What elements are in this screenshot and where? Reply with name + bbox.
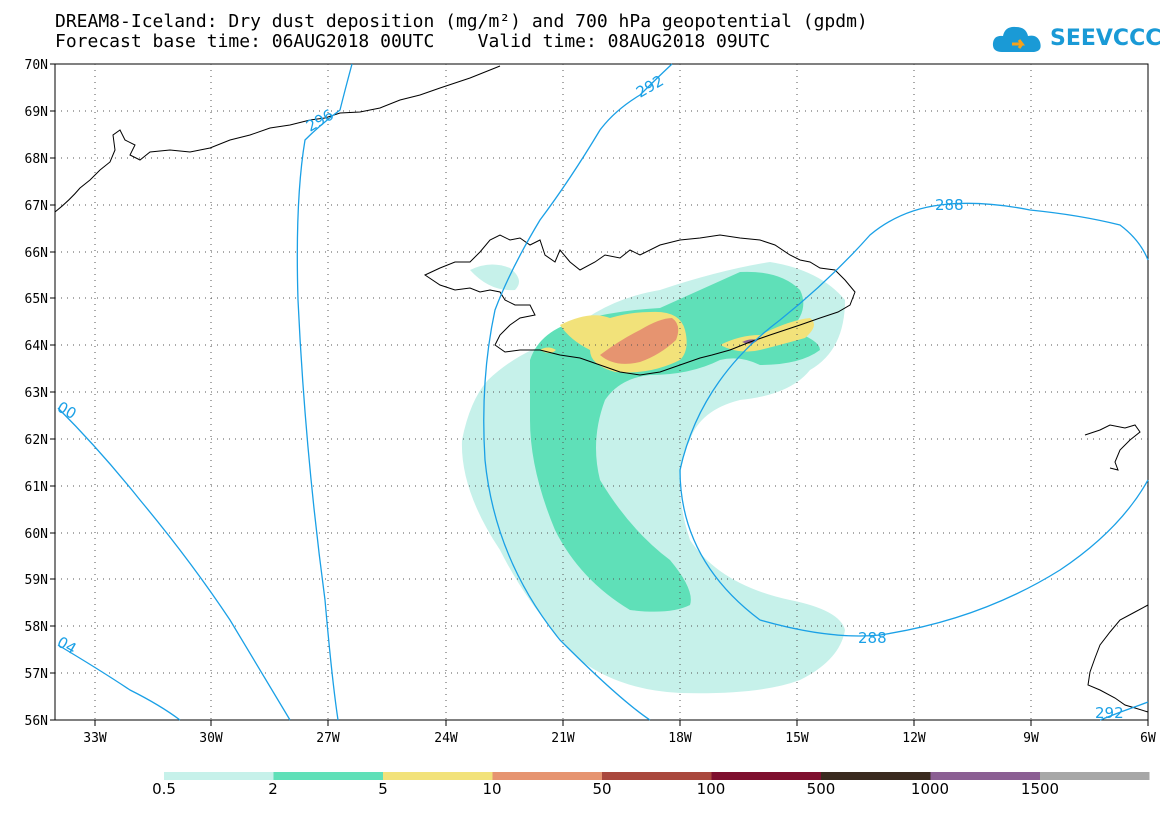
lon-label: 24W bbox=[434, 731, 458, 746]
contour-292-west bbox=[483, 63, 673, 721]
lat-label: 56N bbox=[25, 714, 48, 729]
lat-label: 66N bbox=[25, 246, 48, 261]
legend-label: 0.5 bbox=[152, 780, 176, 798]
lon-label: 6W bbox=[1140, 731, 1156, 746]
lon-label: 18W bbox=[668, 731, 692, 746]
lon-label: 9W bbox=[1023, 731, 1039, 746]
legend-swatch bbox=[492, 772, 602, 780]
legend-label: 1500 bbox=[1020, 780, 1060, 798]
dust-level-10 bbox=[600, 318, 679, 364]
coastlines bbox=[54, 65, 1149, 713]
legend-colorbar bbox=[164, 772, 1150, 780]
lat-label: 65N bbox=[25, 292, 48, 307]
lat-label: 60N bbox=[25, 527, 48, 542]
axis-ticks bbox=[50, 63, 1149, 726]
geopotential-contours bbox=[57, 63, 1149, 721]
lat-label: 64N bbox=[25, 339, 48, 354]
legend-swatch bbox=[602, 772, 712, 780]
legend-label: 2 bbox=[268, 780, 278, 798]
legend-swatch bbox=[711, 772, 821, 780]
lon-label: 21W bbox=[551, 731, 575, 746]
seevccc-logo: SEEVCCC bbox=[990, 20, 1162, 60]
legend-label: 1000 bbox=[910, 780, 950, 798]
lon-label: 30W bbox=[199, 731, 223, 746]
dust-deposition-field bbox=[461, 262, 845, 694]
lon-label: 15W bbox=[785, 731, 809, 746]
greenland-coast bbox=[54, 65, 501, 213]
lat-label: 70N bbox=[25, 58, 48, 73]
contour-label: 288 bbox=[935, 196, 964, 214]
lat-label: 68N bbox=[25, 152, 48, 167]
dust-level-5-east bbox=[720, 318, 814, 352]
legend-swatch bbox=[273, 772, 383, 780]
contour-288 bbox=[679, 202, 1149, 637]
graticule bbox=[55, 64, 1148, 720]
contour-304 bbox=[57, 644, 181, 721]
legend-label: 10 bbox=[482, 780, 502, 798]
contour-296 bbox=[296, 63, 353, 721]
legend-swatch bbox=[1040, 772, 1150, 780]
lat-label: 61N bbox=[25, 480, 48, 495]
cloud-logo-icon bbox=[992, 26, 1041, 52]
contour-label: 292 bbox=[1095, 704, 1124, 722]
lon-label: 27W bbox=[316, 731, 340, 746]
lat-label: 62N bbox=[25, 433, 48, 448]
scotland-coast bbox=[1087, 604, 1149, 713]
lat-label: 59N bbox=[25, 573, 48, 588]
iceland-coast bbox=[423, 234, 856, 376]
legend-swatch bbox=[383, 772, 493, 780]
lat-label: 57N bbox=[25, 667, 48, 682]
legend-swatch bbox=[930, 772, 1040, 780]
contour-292-east bbox=[1099, 701, 1149, 721]
lat-label: 63N bbox=[25, 386, 48, 401]
contour-label: 288 bbox=[858, 629, 887, 647]
legend-swatch bbox=[164, 772, 274, 780]
legend-label: 100 bbox=[696, 780, 726, 798]
dust-level-0.5-patch bbox=[470, 264, 519, 291]
contour-300 bbox=[57, 407, 291, 721]
lat-label: 69N bbox=[25, 105, 48, 120]
lat-labels: 70N 69N 68N 67N 66N 65N 64N 63N 62N 61N … bbox=[25, 58, 48, 729]
map-subtitle: Forecast base time: 06AUG2018 00UTC Vali… bbox=[55, 31, 771, 52]
legend-swatch bbox=[821, 772, 931, 780]
dust-level-5-small bbox=[540, 347, 556, 353]
legend-label: 50 bbox=[592, 780, 612, 798]
lat-label: 67N bbox=[25, 199, 48, 214]
lat-label: 58N bbox=[25, 620, 48, 635]
faroe-coast bbox=[1084, 424, 1141, 471]
lon-labels: 33W 30W 27W 24W 21W 18W 15W 12W 9W 6W bbox=[83, 731, 1156, 746]
logo-text: SEEVCCC bbox=[1050, 26, 1162, 51]
lon-label: 12W bbox=[902, 731, 926, 746]
map-title: DREAM8-Iceland: Dry dust deposition (mg/… bbox=[55, 11, 868, 32]
legend-label: 500 bbox=[806, 780, 836, 798]
lon-label: 33W bbox=[83, 731, 107, 746]
legend-label: 5 bbox=[378, 780, 388, 798]
